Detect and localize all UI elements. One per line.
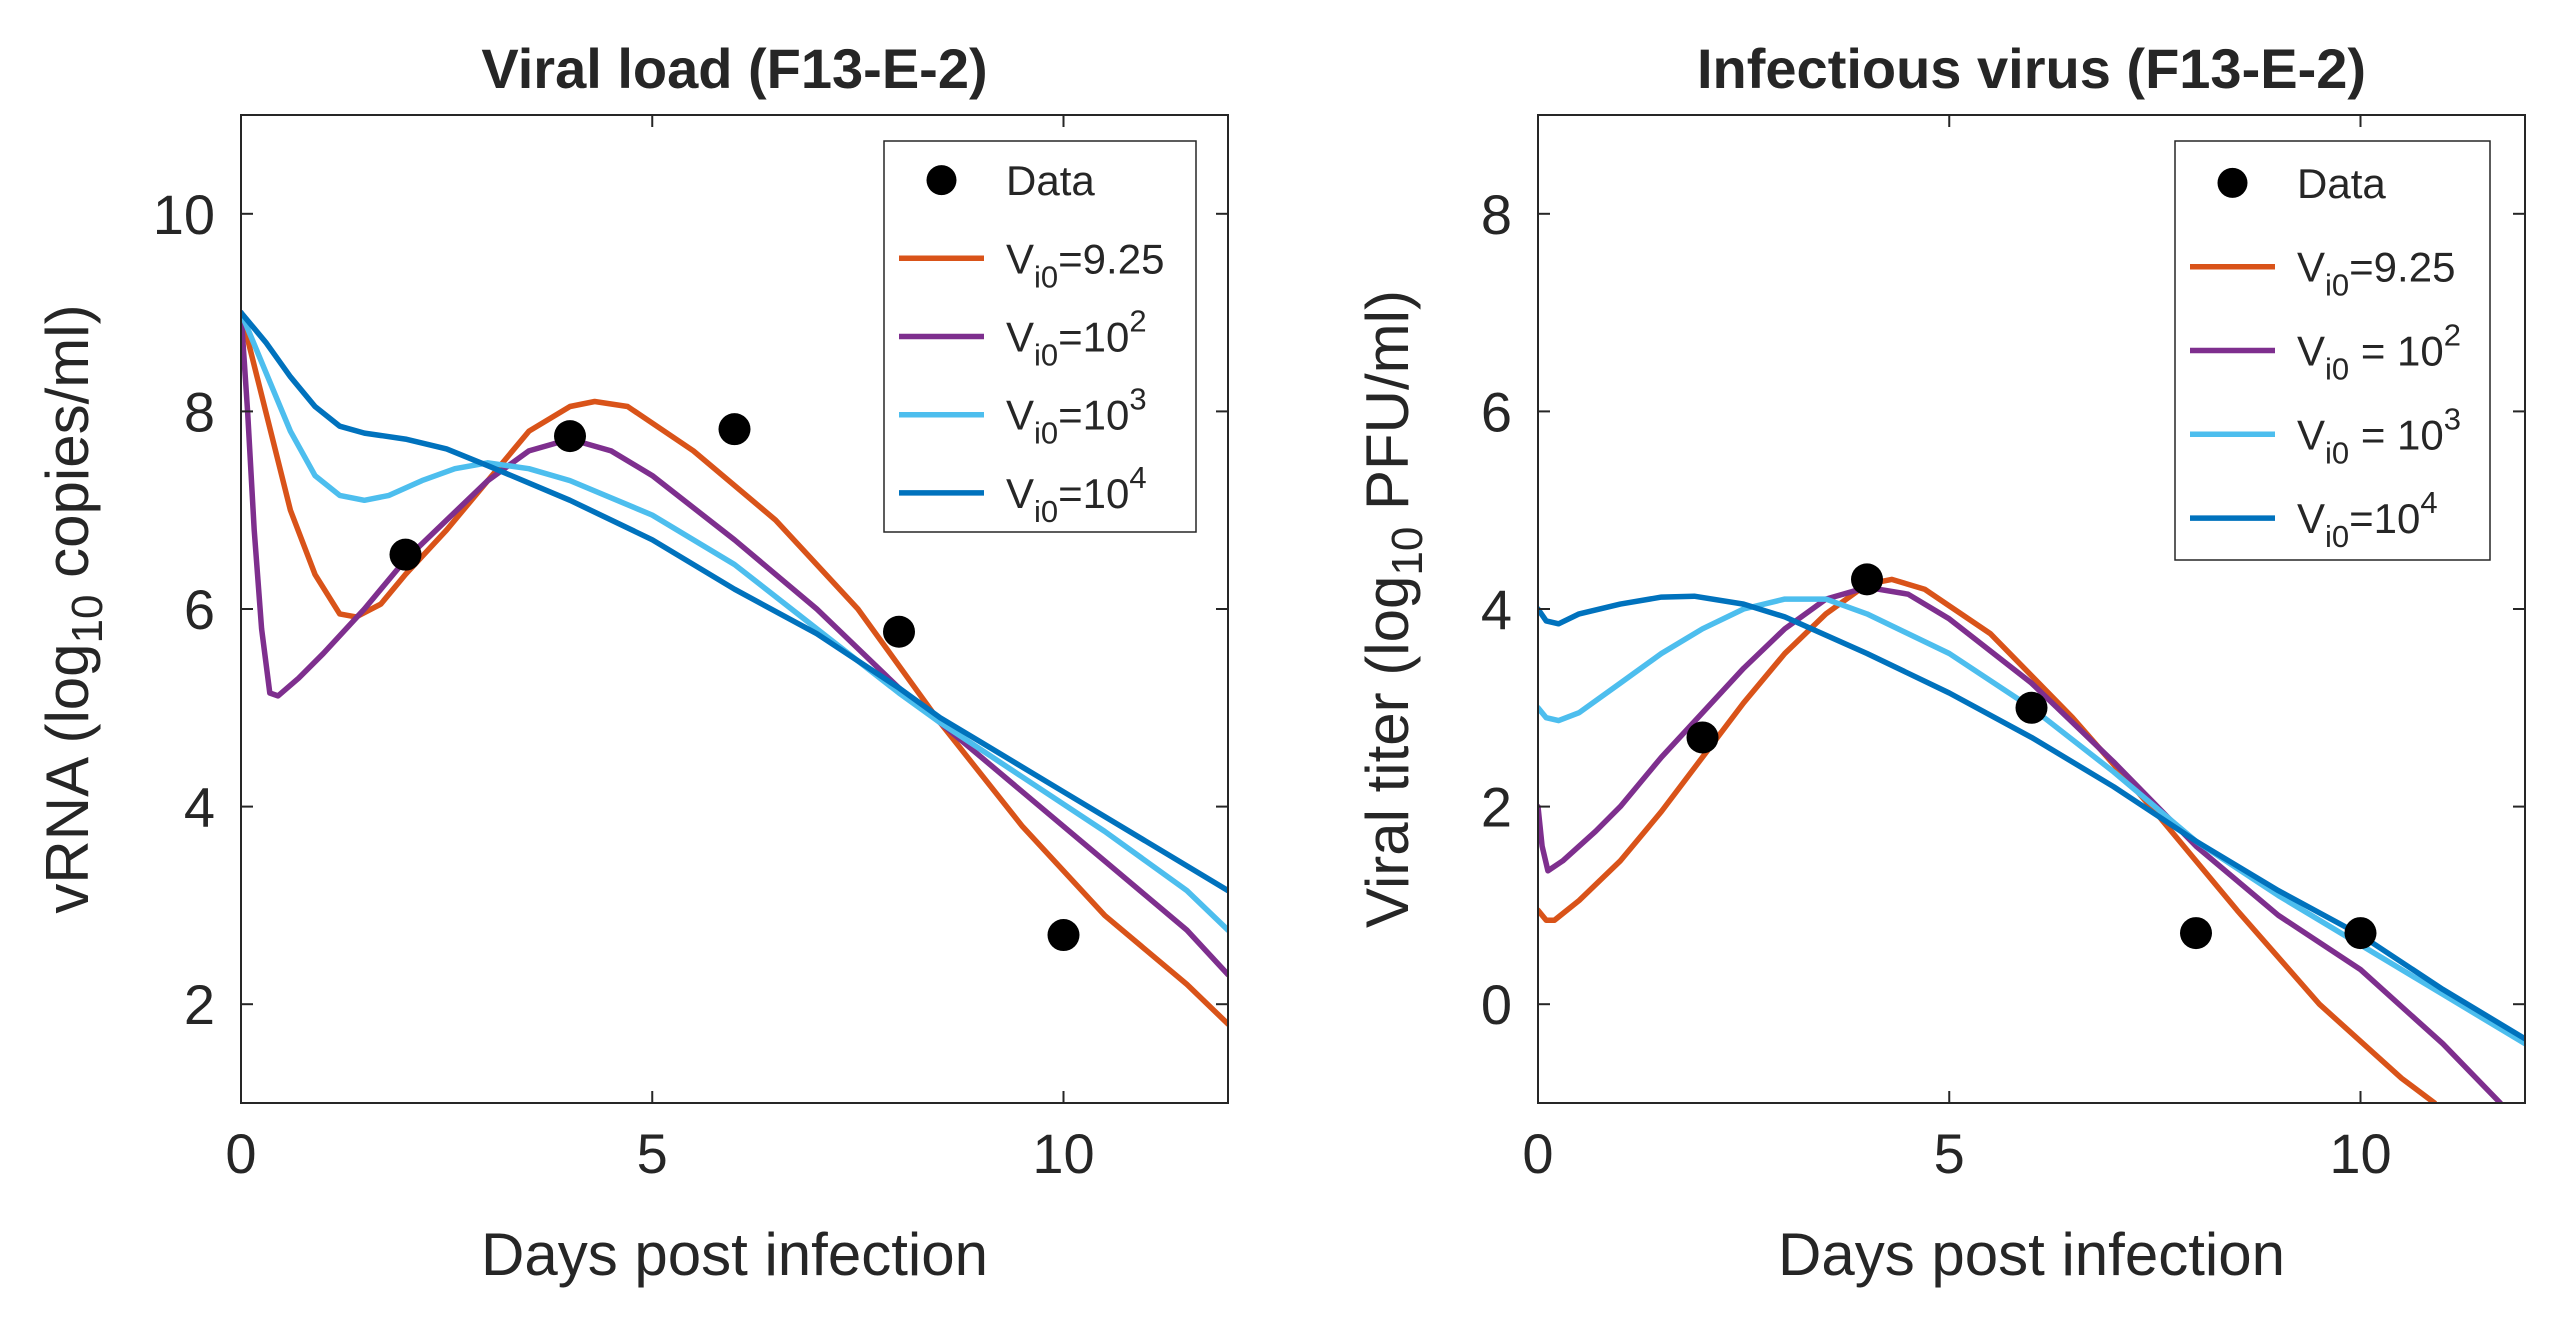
series-line-3 [241, 309, 1228, 933]
data-point [1047, 919, 1080, 952]
series-line-1 [1538, 576, 2438, 1103]
data-point [1686, 721, 1719, 754]
legend-label-1: Vi0=9.25 [1006, 235, 1164, 294]
legend: Data Vi0=9.25 Vi0 = 102 Vi0 = 103 Vi0=104 [2174, 140, 2491, 561]
y-tick-label: 4 [184, 776, 215, 839]
x-tick-label: 10 [1032, 1122, 1094, 1185]
y-tick-label: 2 [184, 973, 215, 1036]
legend: Data Vi0=9.25 Vi0=102 Vi0=103 Vi0=104 [883, 140, 1197, 533]
x-tick-label: 10 [2329, 1122, 2391, 1185]
legend-label-data: Data [1006, 157, 1095, 204]
legend-label-data: Data [2297, 160, 2386, 207]
data-point [2344, 917, 2377, 950]
legend-data-marker [2217, 167, 2248, 198]
data-point [883, 615, 915, 648]
series-lines [241, 309, 1228, 1027]
data-point [1851, 563, 1883, 596]
chart-viral-load: 0 5 10 2 4 6 8 10 Viral load (F13-E-2) Days post … [34, 37, 1229, 1288]
series-lines [1538, 576, 2525, 1103]
y-tick-label: 8 [1481, 183, 1512, 246]
legend-label-4: Vi0=104 [2297, 485, 2438, 554]
chart-infectious-virus: 0 5 10 0 2 4 6 8 Infectious virus (F13-E-2) Days … [1354, 37, 2526, 1288]
chart-title: Infectious virus (F13-E-2) [1697, 37, 2366, 100]
y-tick-label: 10 [153, 183, 215, 246]
ticks: 0 5 10 2 4 6 8 10 [153, 115, 1228, 1185]
data-markers [1686, 563, 2377, 950]
legend-label-2: Vi0 = 102 [2297, 318, 2461, 387]
legend-label-4: Vi0=104 [1006, 460, 1147, 529]
y-tick-label: 4 [1481, 578, 1512, 641]
y-tick-label: 2 [1481, 776, 1512, 839]
series-line-4 [241, 309, 1228, 894]
series-line-4 [1538, 593, 2525, 1042]
x-axis-label: Days post infection [481, 1221, 988, 1288]
y-tick-label: 0 [1481, 973, 1512, 1036]
legend-label-1: Vi0=9.25 [2297, 244, 2455, 303]
x-tick-label: 5 [637, 1122, 668, 1185]
y-axis-label: Viral titer (log10 PFU/ml) [1354, 290, 1432, 928]
x-tick-label: 0 [1522, 1122, 1553, 1185]
chart-title: Viral load (F13-E-2) [481, 37, 987, 100]
ticks: 0 5 10 0 2 4 6 8 [1481, 115, 2525, 1185]
x-tick-label: 0 [225, 1122, 256, 1185]
legend-label-3: Vi0=103 [1006, 382, 1147, 451]
y-tick-label: 8 [184, 380, 215, 443]
y-tick-label: 6 [184, 578, 215, 641]
legend-label-2: Vi0=102 [1006, 304, 1147, 373]
data-point [2180, 917, 2212, 950]
data-point [389, 538, 422, 571]
y-axis-label: vRNA (log10 copies/ml) [34, 304, 112, 913]
x-axis-label: Days post infection [1778, 1221, 2285, 1288]
legend-data-marker [926, 165, 957, 196]
data-markers [389, 413, 1080, 952]
series-line-1 [241, 309, 1228, 1027]
data-point [554, 420, 586, 453]
data-point [718, 413, 751, 446]
y-tick-label: 6 [1481, 380, 1512, 443]
series-line-3 [1538, 596, 2525, 1047]
data-point [2015, 691, 2048, 724]
x-tick-label: 5 [1934, 1122, 1965, 1185]
legend-label-3: Vi0 = 103 [2297, 401, 2461, 470]
